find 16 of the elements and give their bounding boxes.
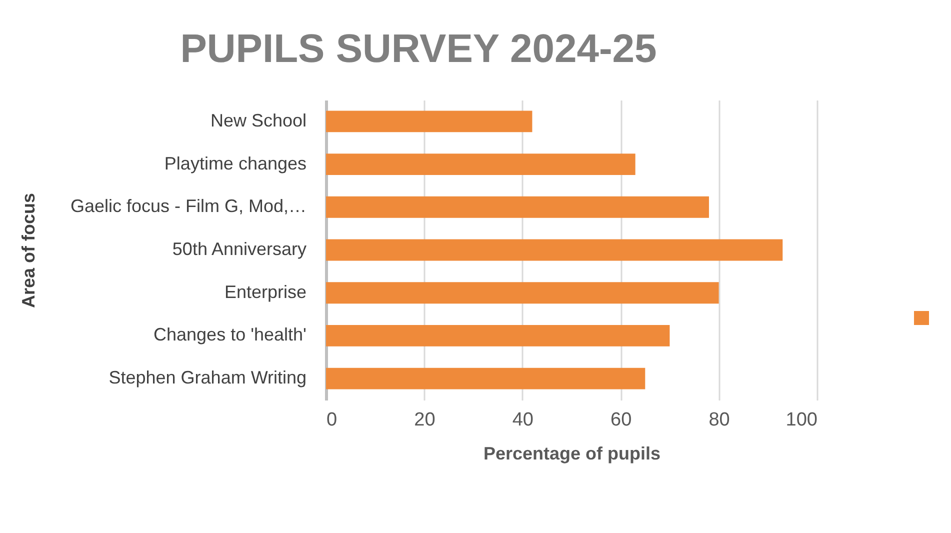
chart-title: PUPILS SURVEY 2024-25 — [180, 27, 657, 71]
y-tick-label: Gaelic focus - Film G, Mod,… — [70, 196, 306, 216]
x-tick-label: 0 — [326, 410, 338, 430]
x-tick-label: 60 — [610, 410, 632, 430]
x-tick-label: 20 — [414, 410, 436, 430]
x-tick-label: 100 — [786, 410, 818, 430]
y-tick-label: Playtime changes — [164, 153, 306, 174]
y-tick-label: Changes to 'health' — [154, 324, 306, 345]
x-tick-label: 40 — [512, 410, 534, 430]
y-tick-label: New School — [210, 110, 306, 130]
y-tick-label: Stephen Graham Writing — [108, 368, 306, 388]
y-tick-label: 50th Anniversary — [172, 239, 306, 259]
y-axis-title: Area of focus — [18, 192, 38, 308]
x-axis-title: Percentage of pupils — [483, 444, 661, 464]
x-tick-label: 80 — [708, 410, 730, 430]
y-tick-label: Enterprise — [224, 282, 306, 302]
